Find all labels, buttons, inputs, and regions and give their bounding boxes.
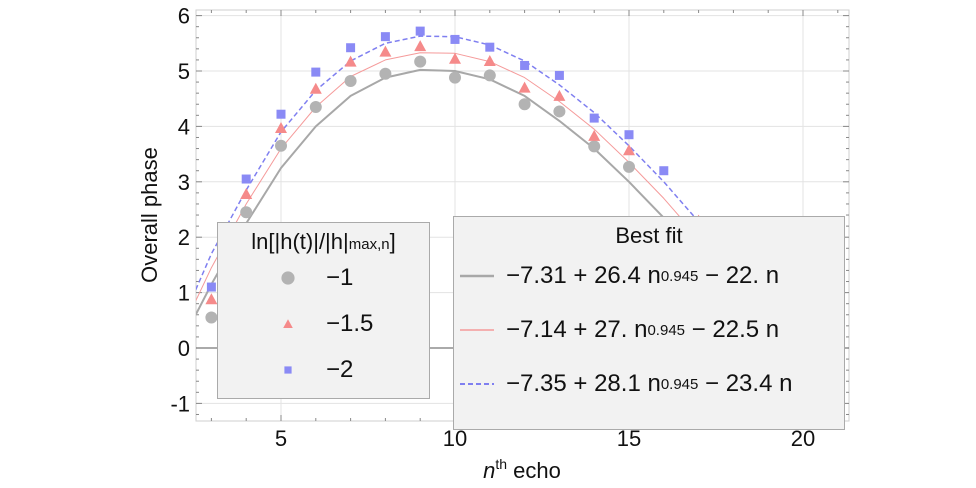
y-tick-label: 6 [178, 4, 190, 29]
marker-legend-label: −1.5 [326, 310, 374, 337]
fit-formula-rest: − 22.5 n [685, 316, 780, 343]
data-point-circle [414, 55, 427, 68]
y-tick-label: 5 [178, 59, 190, 84]
marker-legend-item: −1 [218, 255, 429, 301]
fit-formula: −7.35 + 28.1 n [506, 370, 661, 397]
marker-legend-label: −1 [326, 264, 354, 291]
marker-legend-label: −2 [326, 356, 354, 383]
data-point-triangle [414, 40, 427, 52]
fit-formula-rest: − 23.4 n [698, 370, 793, 397]
legend-marker [283, 319, 293, 328]
data-point-square [659, 166, 669, 176]
x-axis-label-sup: th [495, 456, 507, 472]
y-tick-label: -1 [170, 391, 190, 416]
data-point-square [589, 113, 599, 123]
data-point-circle [449, 71, 461, 84]
triangle-marker-icon [283, 319, 293, 328]
data-point-circle [379, 67, 392, 80]
data-point-triangle [588, 129, 601, 141]
data-point-triangle [449, 52, 461, 64]
data-point-square [346, 43, 356, 53]
legend-title-main: ln[|h(t)|/|h| [251, 229, 349, 254]
data-point-circle [623, 160, 635, 173]
y-tick-label: 1 [178, 281, 190, 306]
fit-formula: −7.31 + 26.4 n [506, 262, 661, 289]
legend-title-end: ] [389, 229, 396, 254]
data-point-triangle [553, 89, 566, 101]
data-point-triangle [344, 55, 357, 67]
marker-legend-title: ln[|h(t)|/|h|max,n] [218, 229, 429, 255]
fit-line-thin-icon [460, 329, 494, 331]
data-point-triangle [623, 144, 635, 156]
data-point-triangle [309, 82, 322, 94]
marker-legend-item: −1.5 [218, 301, 429, 347]
data-point-triangle [379, 45, 392, 57]
fit-exponent: 0.945 [660, 267, 699, 285]
data-point-circle [483, 69, 496, 82]
fit-legend: Best fit −7.31 + 26.4 n 0.945 − 22. n −7.1… [453, 216, 845, 430]
data-point-square [415, 26, 425, 36]
fit-line-solid-icon [460, 274, 494, 278]
data-point-triangle [275, 122, 287, 134]
x-tick-label: 5 [275, 426, 287, 451]
x-tick-label: 10 [443, 426, 467, 451]
data-point-triangle [205, 293, 218, 305]
data-point-circle [518, 98, 531, 111]
data-point-square [276, 109, 286, 119]
x-tick-label: 20 [791, 426, 815, 451]
data-point-triangle [483, 55, 496, 67]
fit-formula: −7.14 + 27. n [506, 316, 648, 343]
y-tick-label: 0 [178, 336, 190, 361]
data-point-circle [553, 105, 566, 118]
circle-marker-icon [281, 271, 295, 285]
data-point-square [241, 174, 251, 184]
data-point-circle [309, 101, 322, 114]
x-axis-label-n: n [483, 458, 495, 483]
fit-formula-rest: − 22. n [698, 262, 780, 289]
data-point-circle [205, 311, 218, 324]
legend-title-sub: max,n [348, 236, 390, 253]
fit-exponent: 0.945 [660, 375, 699, 393]
data-point-circle [240, 206, 253, 219]
data-point-square [624, 130, 634, 140]
fit-legend-title: Best fit [615, 223, 683, 248]
data-point-triangle [518, 81, 531, 93]
data-point-square [380, 32, 390, 42]
data-point-circle [588, 140, 601, 153]
y-tick-label: 3 [178, 170, 190, 195]
fit-legend-item: −7.14 + 27. n 0.945 − 22.5 n [454, 303, 844, 357]
data-point-circle [275, 139, 287, 152]
marker-legend: ln[|h(t)|/|h|max,n] −1 −1.5 −2 [217, 222, 430, 399]
data-point-square [311, 67, 321, 77]
fit-legend-item: −7.35 + 28.1 n 0.945 − 23.4 n [454, 357, 844, 411]
data-point-square [206, 282, 216, 292]
data-point-square [554, 70, 564, 80]
y-tick-label: 4 [178, 114, 190, 139]
x-axis-label-rest: echo [507, 458, 561, 483]
y-tick-label: 2 [178, 225, 190, 250]
data-point-square [520, 60, 530, 70]
fit-line-dashed-icon [460, 383, 494, 385]
y-axis-label: Overall phase [137, 147, 162, 283]
marker-legend-item: −2 [218, 347, 429, 393]
data-point-square [450, 34, 460, 44]
fit-legend-item: −7.31 + 26.4 n 0.945 − 22. n [454, 249, 844, 303]
legend-marker [281, 271, 295, 285]
x-tick-label: 15 [617, 426, 641, 451]
fit-exponent: 0.945 [647, 321, 686, 339]
data-point-square [485, 42, 495, 52]
square-marker-icon [284, 366, 292, 374]
legend-marker [284, 366, 292, 374]
data-point-circle [344, 74, 357, 87]
x-axis-label: nth echo [483, 456, 561, 483]
plot-area [196, 26, 839, 421]
data-point-triangle [240, 187, 253, 199]
